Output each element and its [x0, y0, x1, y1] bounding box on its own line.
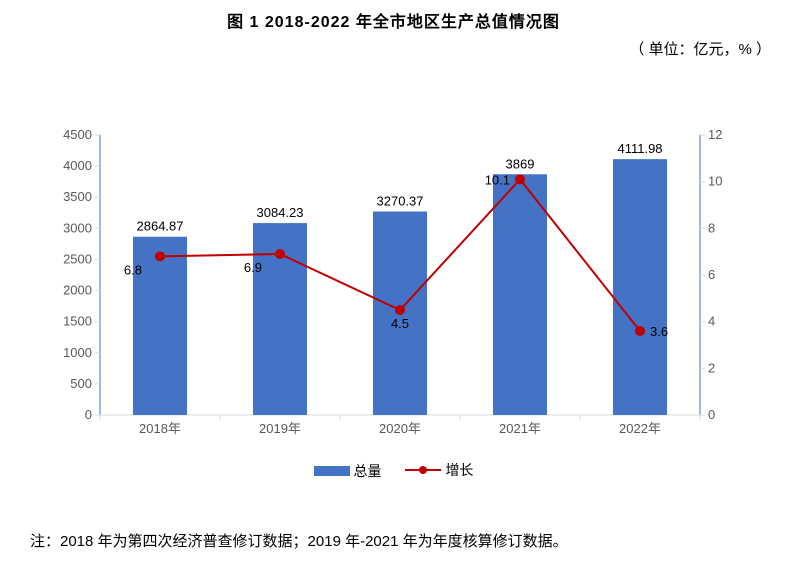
svg-text:2020年: 2020年 [379, 421, 421, 436]
svg-text:4.5: 4.5 [391, 316, 409, 331]
legend-bar-label: 总量 [354, 461, 382, 481]
legend-item-line: 增长 [405, 460, 473, 480]
svg-text:2022年: 2022年 [619, 421, 661, 436]
svg-text:3500: 3500 [63, 189, 92, 204]
svg-text:6: 6 [708, 267, 715, 282]
svg-text:3084.23: 3084.23 [257, 205, 304, 220]
svg-text:3869: 3869 [506, 156, 535, 171]
svg-text:10.1: 10.1 [485, 172, 510, 187]
chart-plot: 0 500 1000 1500 2000 2500 3000 3500 4000 4500 0 2 4 6… [50, 115, 740, 445]
svg-text:10: 10 [708, 174, 722, 189]
svg-text:0: 0 [85, 407, 92, 422]
svg-text:4: 4 [708, 314, 715, 329]
svg-text:2: 2 [708, 360, 715, 375]
svg-text:2018年: 2018年 [139, 421, 181, 436]
svg-text:2021年: 2021年 [499, 421, 541, 436]
svg-text:3000: 3000 [63, 220, 92, 235]
legend-bar-swatch [314, 466, 350, 476]
svg-text:1000: 1000 [63, 345, 92, 360]
chart-note: 注：2018 年为第四次经济普查修订数据；2019 年-2021 年为年度核算修… [30, 530, 568, 551]
chart-legend: 总量 增长 [0, 460, 787, 481]
svg-text:2500: 2500 [63, 251, 92, 266]
svg-text:3.6: 3.6 [650, 324, 668, 339]
legend-item-bar: 总量 [314, 461, 382, 481]
svg-text:2019年: 2019年 [259, 421, 301, 436]
svg-text:4111.98: 4111.98 [617, 141, 662, 156]
svg-text:500: 500 [70, 376, 92, 391]
chart-title: 图 1 2018-2022 年全市地区生产总值情况图 [0, 0, 787, 32]
svg-text:1500: 1500 [63, 314, 92, 329]
svg-text:2864.87: 2864.87 [137, 219, 184, 234]
svg-text:2000: 2000 [63, 283, 92, 298]
svg-text:4500: 4500 [63, 127, 92, 142]
chart-subtitle: （ 单位：亿元，% ） [0, 38, 787, 59]
svg-text:4000: 4000 [63, 158, 92, 173]
svg-text:0: 0 [708, 407, 715, 422]
svg-text:12: 12 [708, 127, 722, 142]
legend-line-swatch [405, 464, 441, 476]
svg-text:8: 8 [708, 220, 715, 235]
svg-text:6.9: 6.9 [244, 260, 262, 275]
legend-line-label: 增长 [445, 460, 473, 480]
svg-text:6.8: 6.8 [124, 262, 142, 277]
svg-text:3270.37: 3270.37 [377, 194, 424, 209]
